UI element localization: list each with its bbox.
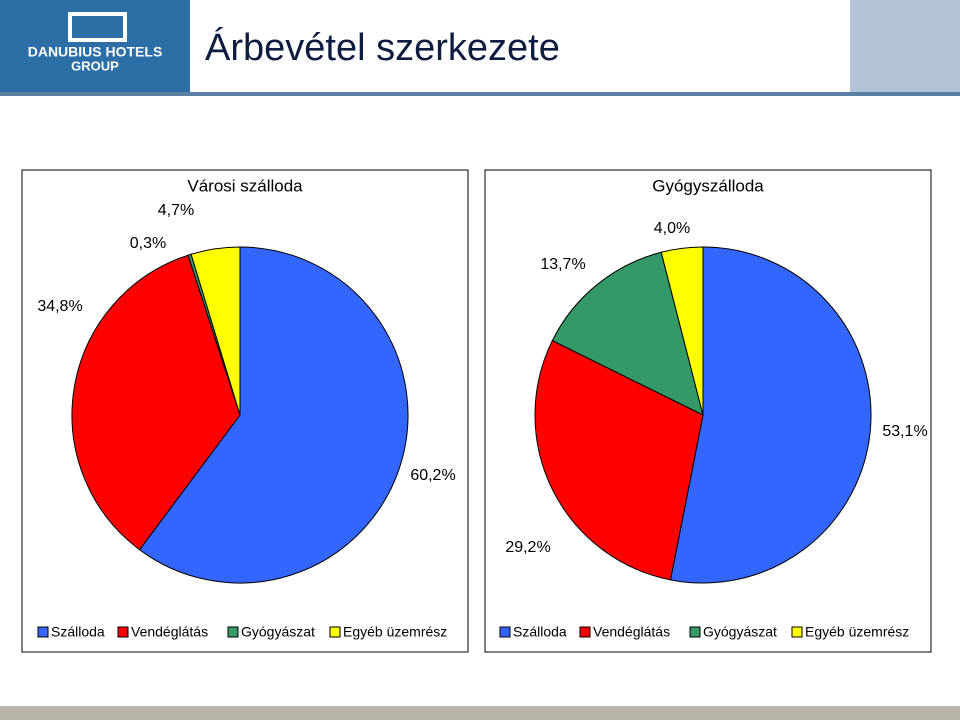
legend-label: Szálloda xyxy=(513,624,567,640)
legend-swatch xyxy=(579,626,591,638)
pie-slice xyxy=(669,246,872,584)
legend-label: Egyéb üzemrész xyxy=(805,624,909,640)
data-label: 53,1% xyxy=(882,423,927,440)
legend-swatch xyxy=(499,626,511,638)
slide-title: Árbevétel szerkezete xyxy=(205,26,560,69)
legend-label: Szálloda xyxy=(51,624,105,640)
data-label: 0,3% xyxy=(130,235,166,252)
legend-swatch xyxy=(37,626,49,638)
pie-slice xyxy=(551,251,704,416)
chart-title: Városi szálloda xyxy=(187,176,303,195)
data-label: 60,2% xyxy=(410,467,455,484)
legend-swatch xyxy=(689,626,701,638)
legend-label: Gyógyászat xyxy=(241,624,315,640)
legend-swatch xyxy=(117,626,129,638)
pie-slice xyxy=(534,339,704,581)
pie-slice xyxy=(138,246,409,584)
data-label: 4,0% xyxy=(654,220,690,237)
logo-mark xyxy=(68,12,127,42)
decoration xyxy=(850,0,960,94)
legend-label: Egyéb üzemrész xyxy=(343,624,447,640)
legend-label: Vendéglátás xyxy=(593,624,670,640)
data-label: 13,7% xyxy=(540,256,585,273)
legend-label: Vendéglátás xyxy=(131,624,208,640)
data-label: 29,2% xyxy=(505,539,550,556)
data-label: 4,7% xyxy=(158,202,194,219)
data-label: 34,8% xyxy=(37,298,82,315)
chart-title: Gyógyszálloda xyxy=(652,176,764,195)
header-line xyxy=(0,92,960,96)
legend-label: Gyógyászat xyxy=(703,624,777,640)
logo-text: GROUP xyxy=(71,58,119,73)
legend-swatch xyxy=(227,626,239,638)
pie-slice xyxy=(190,246,241,416)
footer-band xyxy=(0,706,960,720)
pie-slice xyxy=(660,246,704,416)
legend-swatch xyxy=(329,626,341,638)
logo-text: DANUBIUS HOTELS xyxy=(28,44,163,60)
pie-slice xyxy=(71,254,241,551)
legend-swatch xyxy=(791,626,803,638)
